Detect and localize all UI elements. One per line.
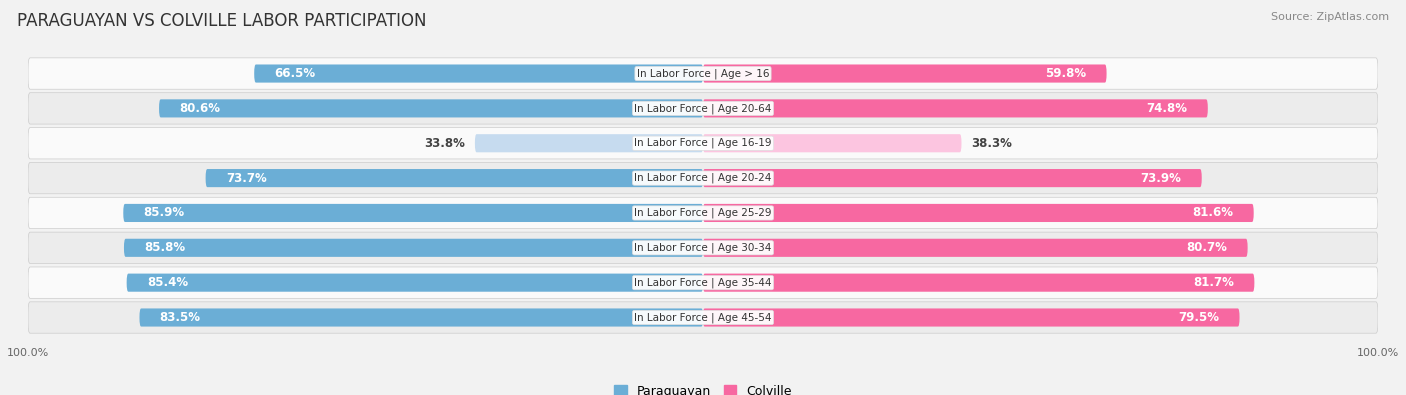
Text: 80.7%: 80.7% bbox=[1187, 241, 1227, 254]
FancyBboxPatch shape bbox=[159, 99, 703, 117]
FancyBboxPatch shape bbox=[28, 232, 1378, 263]
Text: In Labor Force | Age 45-54: In Labor Force | Age 45-54 bbox=[634, 312, 772, 323]
FancyBboxPatch shape bbox=[703, 239, 1247, 257]
FancyBboxPatch shape bbox=[28, 267, 1378, 298]
Text: Source: ZipAtlas.com: Source: ZipAtlas.com bbox=[1271, 12, 1389, 22]
FancyBboxPatch shape bbox=[127, 274, 703, 292]
FancyBboxPatch shape bbox=[28, 58, 1378, 89]
FancyBboxPatch shape bbox=[28, 93, 1378, 124]
FancyBboxPatch shape bbox=[28, 302, 1378, 333]
Text: 33.8%: 33.8% bbox=[423, 137, 465, 150]
FancyBboxPatch shape bbox=[28, 162, 1378, 194]
Text: 38.3%: 38.3% bbox=[972, 137, 1012, 150]
FancyBboxPatch shape bbox=[703, 134, 962, 152]
Text: 73.9%: 73.9% bbox=[1140, 171, 1181, 184]
FancyBboxPatch shape bbox=[139, 308, 703, 327]
Text: 66.5%: 66.5% bbox=[274, 67, 315, 80]
Text: 85.4%: 85.4% bbox=[146, 276, 188, 289]
Text: In Labor Force | Age 16-19: In Labor Force | Age 16-19 bbox=[634, 138, 772, 149]
Text: 85.9%: 85.9% bbox=[143, 207, 184, 220]
Text: 81.7%: 81.7% bbox=[1194, 276, 1234, 289]
FancyBboxPatch shape bbox=[703, 204, 1254, 222]
FancyBboxPatch shape bbox=[703, 99, 1208, 117]
FancyBboxPatch shape bbox=[703, 169, 1202, 187]
Text: 80.6%: 80.6% bbox=[180, 102, 221, 115]
Text: 79.5%: 79.5% bbox=[1178, 311, 1219, 324]
FancyBboxPatch shape bbox=[703, 308, 1240, 327]
Text: 73.7%: 73.7% bbox=[226, 171, 267, 184]
Legend: Paraguayan, Colville: Paraguayan, Colville bbox=[609, 380, 797, 395]
Text: In Labor Force | Age 20-24: In Labor Force | Age 20-24 bbox=[634, 173, 772, 183]
FancyBboxPatch shape bbox=[254, 64, 703, 83]
FancyBboxPatch shape bbox=[703, 274, 1254, 292]
Text: In Labor Force | Age 30-34: In Labor Force | Age 30-34 bbox=[634, 243, 772, 253]
FancyBboxPatch shape bbox=[124, 239, 703, 257]
FancyBboxPatch shape bbox=[28, 197, 1378, 229]
FancyBboxPatch shape bbox=[28, 128, 1378, 159]
FancyBboxPatch shape bbox=[475, 134, 703, 152]
Text: PARAGUAYAN VS COLVILLE LABOR PARTICIPATION: PARAGUAYAN VS COLVILLE LABOR PARTICIPATI… bbox=[17, 12, 426, 30]
Text: In Labor Force | Age 35-44: In Labor Force | Age 35-44 bbox=[634, 277, 772, 288]
Text: 59.8%: 59.8% bbox=[1045, 67, 1087, 80]
Text: 83.5%: 83.5% bbox=[160, 311, 201, 324]
FancyBboxPatch shape bbox=[124, 204, 703, 222]
Text: In Labor Force | Age 20-64: In Labor Force | Age 20-64 bbox=[634, 103, 772, 114]
FancyBboxPatch shape bbox=[205, 169, 703, 187]
FancyBboxPatch shape bbox=[703, 64, 1107, 83]
Text: 81.6%: 81.6% bbox=[1192, 207, 1233, 220]
Text: In Labor Force | Age 25-29: In Labor Force | Age 25-29 bbox=[634, 208, 772, 218]
Text: 74.8%: 74.8% bbox=[1146, 102, 1188, 115]
Text: In Labor Force | Age > 16: In Labor Force | Age > 16 bbox=[637, 68, 769, 79]
Text: 85.8%: 85.8% bbox=[145, 241, 186, 254]
